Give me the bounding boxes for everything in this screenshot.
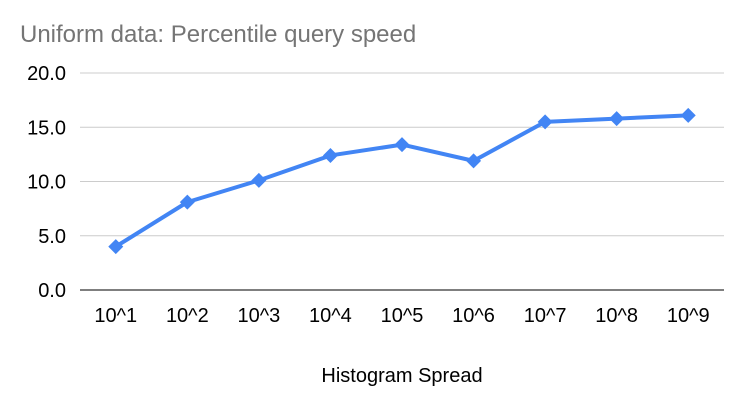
x-tick-label: 10^1 bbox=[94, 305, 137, 327]
x-tick-label: 10^2 bbox=[166, 305, 209, 327]
data-point bbox=[322, 147, 338, 163]
x-tick-label: 10^7 bbox=[524, 305, 567, 327]
y-tick-label: 5.0 bbox=[38, 226, 66, 248]
x-tick-label: 10^6 bbox=[452, 305, 495, 327]
series-line bbox=[113, 113, 691, 249]
data-point bbox=[251, 172, 267, 188]
x-tick-label: 10^4 bbox=[309, 305, 352, 327]
data-point bbox=[537, 114, 553, 130]
y-tick-label: 0.0 bbox=[38, 280, 66, 302]
data-point bbox=[108, 239, 124, 255]
data-point bbox=[394, 137, 410, 153]
chart-title: Uniform data: Percentile query speed bbox=[20, 21, 416, 48]
x-tick-label: 10^3 bbox=[238, 305, 281, 327]
x-tick-label: 10^8 bbox=[595, 305, 638, 327]
y-axis-ticks: 0.0 5.0 10.0 15.0 20.0 bbox=[27, 63, 66, 302]
gridlines bbox=[80, 72, 724, 291]
x-axis-title: Histogram Spread bbox=[321, 365, 482, 387]
y-tick-label: 10.0 bbox=[27, 172, 66, 194]
x-tick-label: 10^9 bbox=[667, 305, 710, 327]
y-tick-label: 15.0 bbox=[27, 117, 66, 139]
x-tick-label: 10^5 bbox=[381, 305, 424, 327]
x-axis-ticks: 10^1 10^2 10^3 10^4 10^5 10^6 10^7 10^8 10^9 bbox=[94, 305, 709, 327]
data-point bbox=[179, 194, 195, 210]
data-point bbox=[609, 111, 625, 127]
data-point bbox=[466, 153, 482, 169]
y-tick-label: 20.0 bbox=[27, 63, 66, 85]
series-layer bbox=[108, 107, 696, 255]
data-point bbox=[680, 107, 696, 123]
